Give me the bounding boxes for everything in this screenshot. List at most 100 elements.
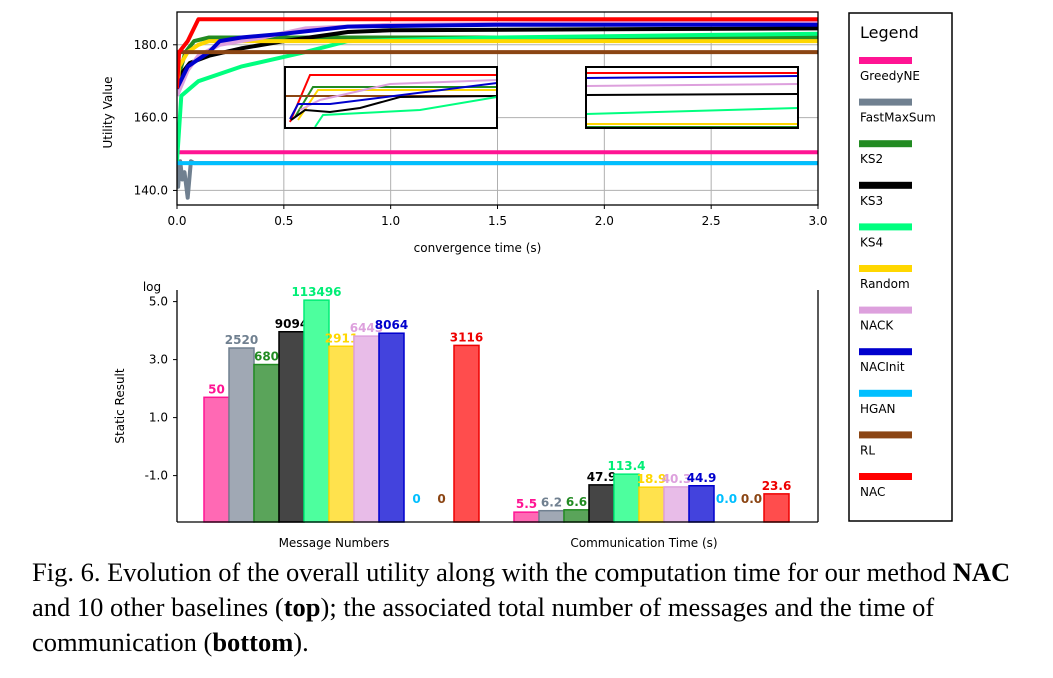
- bar-value-label-nac: 23.6: [762, 479, 792, 493]
- bar-value-label-greedyne: 50: [208, 382, 225, 396]
- caption-bold-nac: NAC: [952, 557, 1011, 587]
- legend-label: KS2: [860, 152, 883, 166]
- static-result-bar-chart: -1.01.03.05.0505.525206.26806.6909447.91…: [113, 280, 819, 550]
- y-axis-unit: log: [143, 280, 161, 294]
- bar-value-label-fastmaxsum: 6.2: [541, 496, 562, 510]
- caption-text-4: ).: [293, 627, 309, 657]
- legend-label: RL: [860, 443, 875, 457]
- x-tick-label: 2.5: [702, 214, 721, 228]
- bar-value-label-greedyne: 5.5: [516, 497, 537, 511]
- plot-frame: [176, 11, 819, 206]
- bar-nacinit-communication-time-s: [688, 485, 715, 523]
- bar-value-label-ks3: 47.9: [587, 470, 617, 484]
- bar-ks2-communication-time-s: [563, 509, 590, 523]
- legend-title: Legend: [860, 23, 919, 42]
- inset-frame: [585, 66, 799, 129]
- bar-value-label-ks2: 680: [254, 350, 279, 364]
- x-tick-label: 1.5: [488, 214, 507, 228]
- bar-value-label-ks2: 6.6: [566, 495, 587, 509]
- utility-line-chart: 0.0 0.5 1.0 1.5 2.0 2.5 3.0 140.0 160.0 180.0 conv…: [101, 11, 828, 255]
- bar-nack-message-numbers: [353, 335, 380, 523]
- caption-bold-bottom: bottom: [212, 627, 294, 657]
- bar-value-label-ks3: 9094: [275, 317, 308, 331]
- inset-line-nacinit: [586, 75, 798, 79]
- legend-entry-ks3: KS3: [859, 181, 912, 208]
- legend-label: NACK: [860, 319, 894, 333]
- legend-swatch: [859, 389, 912, 397]
- caption-text-2: and 10 other baselines (: [32, 592, 284, 622]
- figure-caption: Fig. 6. Evolution of the overall utility…: [32, 555, 1042, 660]
- legend-swatch: [859, 140, 912, 148]
- bar-value-label-fastmaxsum: 2520: [225, 333, 258, 347]
- legend-entry-nac: NAC: [859, 473, 912, 499]
- bar-value-label-hgan: 0: [412, 492, 420, 506]
- legend-label: FastMaxSum: [860, 111, 936, 125]
- legend-swatch: [859, 306, 912, 314]
- legend-label: KS4: [860, 235, 883, 249]
- bar-nacinit-message-numbers: [378, 332, 405, 523]
- bar-ks2-message-numbers: [253, 363, 280, 523]
- inset-zoom-late: [585, 66, 799, 129]
- bar-value-label-nacinit: 8064: [375, 318, 408, 332]
- legend-label: NAC: [860, 485, 885, 499]
- legend-entry-rl: RL: [859, 431, 912, 457]
- bar-fastmaxsum-communication-time-s: [538, 509, 565, 523]
- legend-entry-nack: NACK: [859, 306, 912, 333]
- y-tick-label: -1.0: [145, 469, 168, 483]
- bar-random-communication-time-s: [638, 486, 665, 523]
- legend-entry-ks2: KS2: [859, 140, 912, 166]
- inset-line-ks4: [586, 107, 798, 115]
- legend-entry-ks4: KS4: [859, 223, 912, 249]
- legend-swatch: [859, 348, 912, 356]
- x-tick-label: 0.0: [167, 214, 186, 228]
- legend-swatch: [859, 431, 912, 439]
- bar-value-label-rl: 0.0: [741, 492, 762, 506]
- bar-nack-communication-time-s: [663, 486, 690, 523]
- figure: 0.0 0.5 1.0 1.5 2.0 2.5 3.0 140.0 160.0 180.0 conv…: [101, 11, 953, 550]
- legend-swatch: [859, 223, 912, 231]
- inset-line-ks3: [586, 93, 798, 96]
- series-line-nac: [177, 17, 818, 89]
- inset-line-ks4: [314, 96, 497, 128]
- bar-greedyne-message-numbers: [203, 396, 230, 523]
- legend-label: HGAN: [860, 402, 896, 416]
- caption-text-1: Fig. 6. Evolution of the overall utility…: [32, 557, 953, 587]
- legend-entry-fastmaxsum: FastMaxSum: [859, 98, 936, 125]
- legend-entry-random: Random: [859, 265, 912, 291]
- legend-entry-greedyne: GreedyNE: [859, 57, 920, 83]
- legend-swatch: [859, 473, 912, 480]
- series-line-nacinit: [177, 22, 818, 90]
- x-axis-label: convergence time (s): [414, 241, 542, 255]
- bar-value-label-nack: 6443: [350, 321, 383, 335]
- bar-value-label-random: 18.9: [637, 472, 667, 486]
- category-label-message-numbers: Message Numbers: [279, 536, 390, 550]
- inset-background: [285, 67, 497, 128]
- bar-nac-communication-time-s: [763, 493, 790, 523]
- bar-value-label-nack: 40.3: [662, 472, 692, 486]
- y-tick-label: 160.0: [134, 111, 168, 125]
- inset-lines: [285, 74, 497, 128]
- bar-value-label-rl: 0: [437, 492, 445, 506]
- legend-swatch: [859, 98, 912, 106]
- y-axis-label: Utility Value: [101, 76, 115, 148]
- series-lines: [177, 17, 818, 200]
- inset-zoom-early: [284, 66, 498, 129]
- caption-text-3: ); the associated total number of messag…: [32, 592, 935, 657]
- y-tick-label: 1.0: [149, 411, 168, 425]
- inset-line-nack: [586, 83, 798, 87]
- inset-line-nacinit: [289, 82, 497, 120]
- legend: Legend GreedyNE FastMaxSum KS2 KS3 KS4 Random N…: [848, 12, 953, 522]
- inset-line-ks2: [294, 86, 497, 118]
- inset-line-ks3: [290, 95, 497, 121]
- bar-fastmaxsum-message-numbers: [228, 347, 255, 523]
- inset-frame: [284, 66, 498, 129]
- bar-value-label-nac: 3116: [450, 330, 483, 344]
- x-tick-label: 2.0: [595, 214, 614, 228]
- y-tick-label: 3.0: [149, 353, 168, 367]
- y-tick-label: 140.0: [134, 183, 168, 197]
- bar-value-label-nacinit: 44.9: [687, 471, 717, 485]
- y-tick-label: 180.0: [134, 38, 168, 52]
- bar-ks3-communication-time-s: [588, 484, 615, 523]
- bar-value-label-random: 2911: [325, 331, 358, 345]
- bar-value-label-ks4: 113.4: [608, 459, 646, 473]
